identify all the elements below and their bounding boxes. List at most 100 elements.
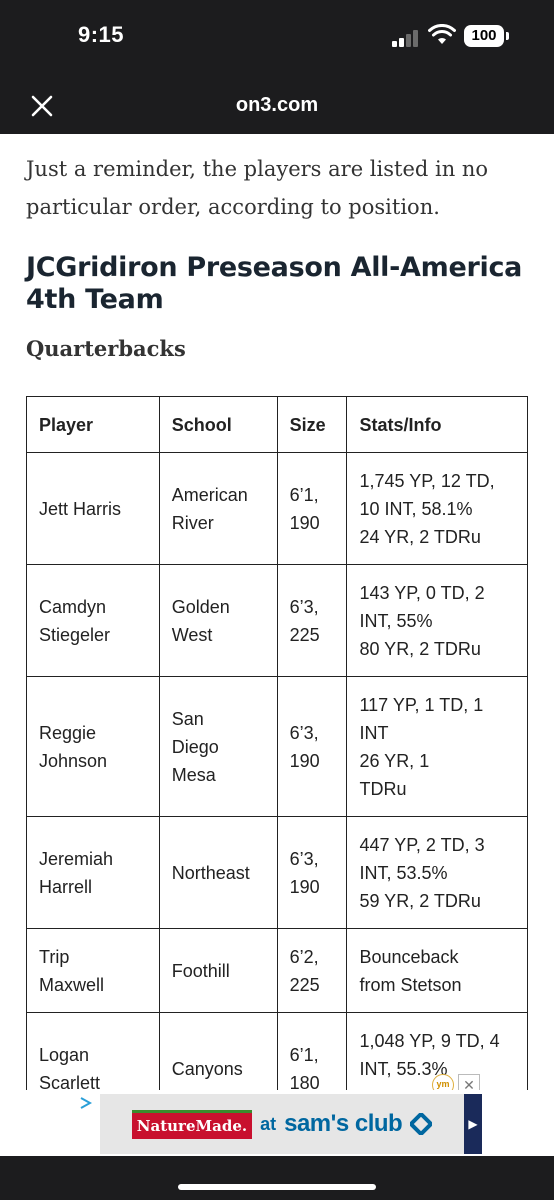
bottom-bar	[0, 1156, 554, 1200]
cell-school-line: Diego	[171, 736, 219, 757]
cell-player-line: Reggie	[39, 722, 97, 743]
cell-stats-line: 59 YR, 2 TDRu	[359, 890, 481, 911]
cell-size-line: 6’1,	[289, 1044, 319, 1065]
close-icon[interactable]	[28, 92, 56, 120]
cell-size-line: 6’3,	[289, 596, 319, 617]
cell-player-line: Maxwell	[39, 974, 105, 995]
cell-school: American River	[158, 452, 278, 565]
cell-stats-line: Bounceback	[359, 946, 459, 967]
cell-school: Canyons	[158, 1012, 278, 1090]
cell-stats: 1,048 YP, 9 TD, 4 INT, 55.3% 15 YR, 0 TDRu	[346, 1012, 528, 1091]
cell-stats: 1,745 YP, 12 TD, 10 INT, 58.1% 24 YR, 2 TD…	[346, 452, 528, 565]
cell-school-line: Foothill	[171, 960, 230, 981]
cell-stats-line: 1,048 YP, 9 TD, 4	[359, 1030, 500, 1051]
cell-stats-line: INT, 53.5%	[359, 862, 448, 883]
table-body: Jett Harris American River 6’1, 190 1,745 YP,…	[26, 452, 528, 1091]
cell-stats-line: 15 YR, 0 TDRu	[359, 1087, 480, 1091]
cell-player-line: Stiegeler	[39, 624, 111, 645]
cell-stats: 143 YP, 0 TD, 2 INT, 55% 80 YR, 2 TDRu	[346, 564, 528, 677]
cell-school: Foothill	[158, 928, 278, 1013]
cell-size-line: 225	[289, 624, 320, 645]
cell-player-line: Scarlett	[39, 1072, 101, 1091]
cell-player-line: Camdyn	[39, 596, 107, 617]
cell-player: Trip Maxwell	[26, 928, 160, 1013]
cell-stats-line: 1,745 YP, 12 TD,	[359, 470, 495, 491]
wifi-icon	[428, 24, 456, 44]
table-row: Camdyn Stiegeler Golden West 6’3, 225 143 YP, …	[26, 564, 528, 677]
header-school: School	[158, 396, 278, 453]
home-indicator[interactable]	[178, 1184, 376, 1190]
cell-stats-line: 447 YP, 2 TD, 3	[359, 834, 485, 855]
cell-stats: Bounceback from Stetson	[346, 928, 528, 1013]
cell-school-line: Canyons	[171, 1058, 243, 1079]
cell-stats-line: 117 YP, 1 TD, 1	[359, 694, 484, 715]
cell-player-line: Logan	[39, 1044, 90, 1065]
cell-school-line: West	[171, 624, 213, 645]
cell-size-line: 180	[289, 1072, 320, 1091]
cell-stats: 447 YP, 2 TD, 3 INT, 53.5% 59 YR, 2 TDRu	[346, 816, 528, 929]
cell-school: Northeast	[158, 816, 278, 929]
table-row: Jeremiah Harrell Northeast 6’3, 190 447 YP, 2…	[26, 816, 528, 929]
ad-at-text: at	[260, 1113, 277, 1134]
cell-size-line: 190	[289, 750, 320, 771]
page-domain: on3.com	[235, 94, 319, 116]
cell-size: 6’1, 190	[276, 452, 348, 565]
cell-school-line: Northeast	[171, 862, 250, 883]
header-player: Player	[26, 396, 160, 453]
cell-size-line: 190	[289, 876, 320, 897]
cell-school: San Diego Mesa	[158, 676, 278, 817]
cell-stats-line: 10 INT, 58.1%	[359, 498, 473, 519]
quarterbacks-table: Player School Size Stats/Info Jett Harri…	[26, 396, 528, 1090]
cell-size: 6’2, 225	[276, 928, 348, 1013]
header-size: Size	[276, 396, 348, 453]
header-stats: Stats/Info	[346, 396, 528, 453]
ad-creative[interactable]: NatureMade. at sam's club	[100, 1094, 464, 1154]
cell-size: 6’3, 190	[276, 816, 348, 929]
cell-size: 6’3, 225	[276, 564, 348, 677]
cell-size: 6’3, 190	[276, 676, 348, 817]
cell-player-line: Johnson	[39, 750, 108, 771]
ad-play-icon	[80, 1097, 92, 1109]
cell-school-line: Golden	[171, 596, 230, 617]
ad-brand-logo: NatureMade.	[131, 1109, 253, 1139]
cell-player-line: Jeremiah	[39, 848, 114, 869]
position-subheading: Quarterbacks	[26, 336, 186, 361]
cell-player: Jett Harris	[26, 452, 160, 565]
cell-size-line: 6’3,	[289, 722, 319, 743]
cell-school-line: American	[171, 484, 248, 505]
cell-stats-line: INT	[359, 722, 389, 743]
cell-size-line: 6’1,	[289, 484, 319, 505]
battery-icon: 100	[464, 25, 509, 47]
cell-size-line: 6’2,	[289, 946, 319, 967]
ad-banner[interactable]: NatureMade. at sam's club ▶	[70, 1090, 482, 1156]
table-row: Jett Harris American River 6’1, 190 1,745 YP,…	[26, 452, 528, 565]
cell-school-line: River	[171, 512, 214, 533]
cell-stats: 117 YP, 1 TD, 1 INT 26 YR, 1 TDRu	[346, 676, 528, 817]
cell-size-line: 225	[289, 974, 320, 995]
cell-school-line: Mesa	[171, 764, 216, 785]
browser-nav-bar: on3.com	[0, 78, 554, 134]
cell-player: Jeremiah Harrell	[26, 816, 160, 929]
table-header-row: Player School Size Stats/Info	[26, 396, 528, 453]
cell-stats-line: 143 YP, 0 TD, 2	[359, 582, 485, 603]
article-intro: Just a reminder, the players are listed …	[26, 157, 489, 219]
ad-arrow-icon[interactable]: ▶	[464, 1094, 482, 1154]
article-content[interactable]: Just a reminder, the players are listed …	[0, 134, 554, 1090]
cell-stats-line: from Stetson	[359, 974, 462, 995]
cell-stats-line: INT, 55%	[359, 610, 433, 631]
cell-stats-line: INT, 55.3%	[359, 1058, 448, 1079]
cell-school-line: San	[171, 708, 204, 729]
table-row: Reggie Johnson San Diego Mesa 6’3, 190 117 YP, …	[26, 676, 528, 817]
cell-player: Logan Scarlett	[26, 1012, 160, 1091]
cellular-signal-icon	[392, 29, 422, 47]
cell-stats-line: 26 YR, 1	[359, 750, 430, 771]
cell-stats-line: 24 YR, 2 TDRu	[359, 526, 481, 547]
cell-size-line: 6’3,	[289, 848, 319, 869]
cell-player: Reggie Johnson	[26, 676, 160, 817]
cell-player-line: Harrell	[39, 876, 93, 897]
ad-store-logo: sam's club	[284, 1110, 403, 1137]
cell-player-line: Trip	[39, 946, 70, 967]
article-heading: JCGridiron Preseason All-America 4th Tea…	[26, 252, 523, 315]
table-row: Logan Scarlett Canyons 6’1, 180 1,048 YP, 9 T…	[26, 1012, 528, 1091]
status-time: 9:15	[78, 22, 125, 47]
